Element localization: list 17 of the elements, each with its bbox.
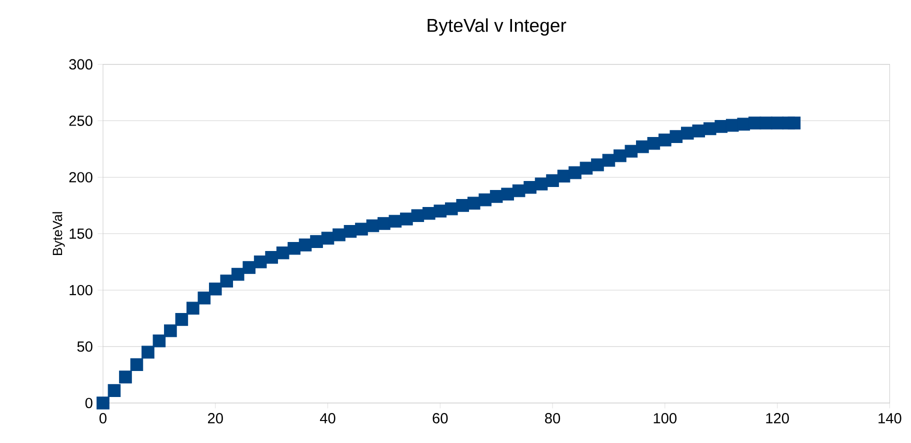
x-tick-label: 20 [208,413,223,424]
y-tick-label: 250 [69,116,92,126]
x-tick-label: 80 [545,413,560,424]
x-tick-label: 100 [654,413,677,424]
y-tick-label: 100 [70,284,92,296]
x-tick-label: 40 [320,413,336,424]
chart-title: ByteVal v Integer [428,18,566,36]
y-axis-title: ByteVal [52,212,65,255]
x-tick-label: 60 [432,413,448,424]
y-tick-label: 200 [69,172,92,182]
y-tick-label: 150 [70,228,92,239]
x-tick-label: 140 [878,413,902,424]
y-tick-label: 300 [69,59,92,70]
y-tick-label: 50 [77,341,92,352]
y-tick-label: 0 [85,398,92,408]
x-tick-label: 0 [100,413,106,424]
x-tick-label: 120 [766,413,789,424]
